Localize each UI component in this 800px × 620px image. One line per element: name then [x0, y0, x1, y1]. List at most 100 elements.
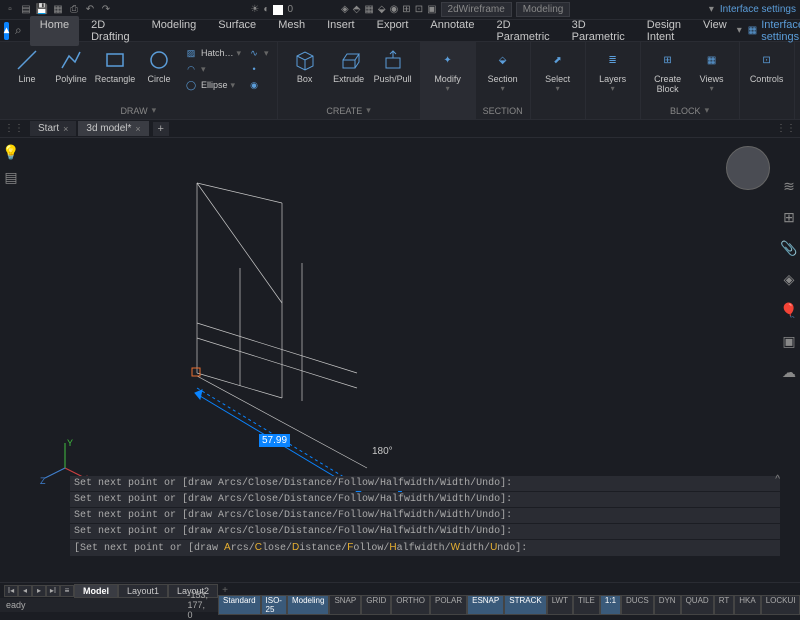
- vis5-icon[interactable]: ◉: [390, 4, 399, 15]
- status-toggle-iso-25[interactable]: ISO-25: [261, 595, 287, 615]
- status-toggle-ortho[interactable]: ORTHO: [391, 595, 430, 615]
- section-tool[interactable]: ⬙Section▾: [482, 44, 524, 93]
- views-tool[interactable]: ▦Views▾: [691, 44, 733, 93]
- ribbon-tab-3d-parametric[interactable]: 3D Parametric: [562, 16, 635, 46]
- controls-tool[interactable]: ⊡Controls: [746, 44, 788, 84]
- ribbon-tab-export[interactable]: Export: [367, 16, 419, 46]
- settings2-icon[interactable]: ▦: [748, 25, 757, 36]
- polyline-tool[interactable]: Polyline: [50, 44, 92, 84]
- extrude-tool[interactable]: Extrude: [328, 44, 370, 84]
- new-icon[interactable]: ▫: [4, 4, 16, 16]
- ribbon-tab-modeling[interactable]: Modeling: [142, 16, 207, 46]
- save-icon[interactable]: 💾: [36, 4, 48, 16]
- status-toggle-quad[interactable]: QUAD: [681, 595, 714, 615]
- ribbon-tab-home[interactable]: Home: [30, 16, 79, 46]
- ribbon-tab-mesh[interactable]: Mesh: [268, 16, 315, 46]
- circle-tool[interactable]: Circle: [138, 44, 180, 84]
- ribbon-tab-view[interactable]: View: [693, 16, 737, 46]
- sun-icon[interactable]: ☀: [250, 4, 259, 15]
- balloon-icon[interactable]: 🎈: [780, 302, 797, 319]
- status-toggle-polar[interactable]: POLAR: [430, 595, 467, 615]
- interface-settings-link[interactable]: Interface settings: [720, 4, 796, 15]
- tool1-icon[interactable]: ≋: [783, 178, 795, 195]
- modify-tool[interactable]: ✦Modify▾: [427, 44, 469, 93]
- layout-tab[interactable]: Model: [74, 584, 118, 598]
- vis8-icon[interactable]: ▣: [427, 4, 436, 15]
- bulb-icon[interactable]: 💡: [2, 144, 19, 161]
- rectangle-tool[interactable]: Rectangle: [94, 44, 136, 84]
- ribbon-tab-2d-parametric[interactable]: 2D Parametric: [486, 16, 559, 46]
- drawing-area[interactable]: 💡 ▤ ≋ ⊞ 📎 ◈ 🎈 ▣ ☁: [0, 138, 800, 578]
- ribbon-tab-insert[interactable]: Insert: [317, 16, 365, 46]
- status-toggle-1:1[interactable]: 1:1: [600, 595, 621, 615]
- last-tab-button[interactable]: ▸I: [46, 585, 60, 597]
- tool2-icon[interactable]: ⊞: [783, 209, 795, 226]
- ribbon-tab-2d-drafting[interactable]: 2D Drafting: [81, 16, 140, 46]
- status-toggle-grid[interactable]: GRID: [361, 595, 391, 615]
- undo-icon[interactable]: ↶: [84, 4, 96, 16]
- box-tool[interactable]: Box: [284, 44, 326, 84]
- status-toggle-lockui[interactable]: LOCKUI: [761, 595, 800, 615]
- create-block-tool[interactable]: ⊞Create Block: [647, 44, 689, 94]
- bulb-icon[interactable]: ◐: [263, 4, 269, 15]
- vis2-icon[interactable]: ⬘: [353, 4, 361, 15]
- print-icon[interactable]: ⎙: [68, 4, 80, 16]
- search-icon[interactable]: ⌕: [15, 23, 22, 38]
- doctabs-handle-right[interactable]: ⋮⋮: [776, 123, 796, 134]
- tool4-icon[interactable]: ◈: [784, 271, 795, 288]
- doc-tab[interactable]: Start×: [30, 121, 76, 136]
- status-toggle-ducs[interactable]: DUCS: [621, 595, 654, 615]
- spline-tool[interactable]: ∿▾: [247, 46, 269, 60]
- status-toggle-esnap[interactable]: ESNAP: [467, 595, 504, 615]
- status-toggle-tile[interactable]: TILE: [573, 595, 600, 615]
- interface-settings-link-2[interactable]: Interface settings: [761, 19, 800, 43]
- layers-tool[interactable]: ≣Layers▾: [592, 44, 634, 93]
- new-tab-button[interactable]: +: [153, 122, 169, 136]
- panel-icon[interactable]: ▤: [4, 169, 17, 186]
- next-tab-button[interactable]: ▸: [32, 585, 46, 597]
- vis6-icon[interactable]: ⊞: [402, 4, 410, 15]
- ellipse-tool[interactable]: ◯Ellipse ▾: [184, 78, 241, 92]
- saveas-icon[interactable]: ▦: [52, 4, 64, 16]
- status-toggle-rt[interactable]: RT: [714, 595, 735, 615]
- app-logo[interactable]: ▴: [4, 22, 9, 40]
- clip-icon[interactable]: 📎: [780, 240, 797, 257]
- vis-icon[interactable]: ◈: [341, 4, 349, 15]
- line-tool[interactable]: Line: [6, 44, 48, 84]
- first-tab-button[interactable]: I◂: [4, 585, 18, 597]
- cloud-icon[interactable]: ☁: [782, 364, 796, 381]
- status-toggle-modeling[interactable]: Modeling: [287, 595, 329, 615]
- status-toggle-lwt[interactable]: LWT: [547, 595, 573, 615]
- pushpull-tool[interactable]: Push/Pull: [372, 44, 414, 84]
- status-toggle-snap[interactable]: SNAP: [329, 595, 361, 615]
- hatch-tool[interactable]: ▨Hatch… ▾: [184, 46, 241, 60]
- region-tool[interactable]: ◉: [247, 78, 269, 92]
- close-icon[interactable]: ×: [63, 124, 68, 134]
- prev-tab-button[interactable]: ◂: [18, 585, 32, 597]
- vis3-icon[interactable]: ▦: [364, 4, 373, 15]
- down-icon[interactable]: ▾: [709, 4, 714, 15]
- ribbon-tab-design-intent[interactable]: Design Intent: [637, 16, 691, 46]
- status-toggle-dyn[interactable]: DYN: [654, 595, 681, 615]
- ribbon-tab-surface[interactable]: Surface: [208, 16, 266, 46]
- redo-icon[interactable]: ↷: [100, 4, 112, 16]
- ribbon-min-icon[interactable]: ▾: [737, 25, 742, 36]
- layout-list-icon[interactable]: ≡: [60, 585, 74, 597]
- cmd-expand-icon[interactable]: ^: [775, 474, 780, 485]
- layer-color-swatch[interactable]: [273, 5, 283, 15]
- status-toggle-standard[interactable]: Standard: [218, 595, 260, 615]
- doc-tab[interactable]: 3d model*×: [78, 121, 148, 136]
- status-toggle-strack[interactable]: STRACK: [504, 595, 546, 615]
- status-toggle-hka[interactable]: HKA: [734, 595, 760, 615]
- select-tool[interactable]: ⬈Select▾: [537, 44, 579, 93]
- layout-tab[interactable]: Layout1: [118, 584, 168, 598]
- tool6-icon[interactable]: ▣: [782, 333, 795, 350]
- vis4-icon[interactable]: ⬙: [378, 4, 386, 15]
- open-icon[interactable]: ▤: [20, 4, 32, 16]
- arc-tool[interactable]: ◠▾: [184, 62, 241, 76]
- point-tool[interactable]: •: [247, 62, 269, 76]
- vis7-icon[interactable]: ⊡: [415, 4, 423, 15]
- command-prompt[interactable]: [Set next point or [draw Arcs/Close/Dist…: [70, 540, 780, 556]
- doctabs-handle[interactable]: ⋮⋮: [4, 123, 24, 134]
- close-icon[interactable]: ×: [135, 124, 140, 134]
